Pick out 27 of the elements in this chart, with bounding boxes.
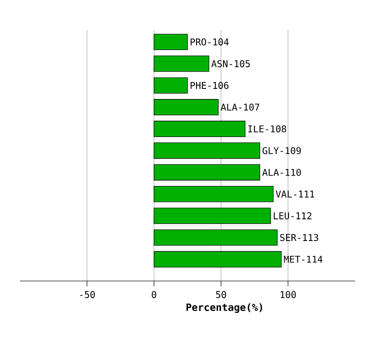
- bar: [154, 56, 210, 72]
- x-axis-title: Percentage(%): [186, 303, 262, 313]
- bar: [154, 99, 219, 116]
- y-tick-label: GLY-109: [262, 147, 301, 154]
- x-tick-label: 50: [216, 291, 226, 298]
- x-tick-label: 0: [152, 291, 156, 298]
- y-tick-label: PHE-106: [190, 82, 228, 89]
- bar: [154, 34, 188, 50]
- y-tick-label: MET-114: [284, 256, 322, 263]
- bar: [154, 120, 246, 137]
- bar: [154, 142, 260, 159]
- y-tick-label: VAL-111: [276, 190, 314, 198]
- bar: [154, 77, 188, 94]
- y-tick-label: SER-113: [280, 234, 318, 242]
- y-tick-label: ILE-108: [248, 125, 286, 132]
- y-tick-label: ASN-105: [211, 60, 250, 68]
- bar: [154, 208, 271, 224]
- y-tick-label: PRO-104: [190, 38, 229, 46]
- x-tick-label: 100: [280, 291, 296, 298]
- y-tick-label: LEU-112: [274, 212, 312, 220]
- bar: [154, 164, 260, 180]
- bar: [154, 251, 282, 268]
- x-tick-label: -50: [80, 291, 95, 298]
- y-tick-label: ALA-107: [220, 104, 260, 111]
- y-tick-label: ALA-110: [262, 168, 301, 176]
- bar: [154, 229, 278, 246]
- bar: [154, 186, 274, 202]
